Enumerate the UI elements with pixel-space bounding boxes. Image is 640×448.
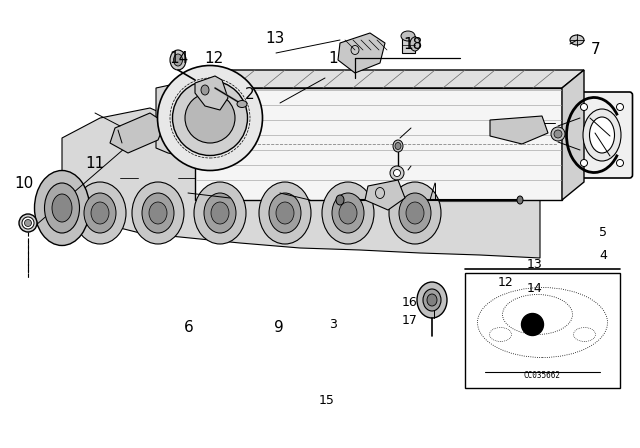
- Ellipse shape: [406, 202, 424, 224]
- Ellipse shape: [393, 140, 403, 152]
- Ellipse shape: [395, 142, 401, 150]
- Ellipse shape: [399, 193, 431, 233]
- Text: 14: 14: [527, 282, 542, 296]
- Text: 12: 12: [498, 276, 513, 289]
- Bar: [465, 273, 620, 388]
- Ellipse shape: [616, 103, 623, 111]
- Text: 13: 13: [527, 258, 542, 271]
- Ellipse shape: [616, 159, 623, 167]
- Ellipse shape: [132, 182, 184, 244]
- Ellipse shape: [401, 31, 415, 41]
- Ellipse shape: [410, 37, 420, 51]
- Text: 7: 7: [590, 42, 600, 57]
- Text: CC035662: CC035662: [524, 371, 561, 380]
- Ellipse shape: [394, 169, 401, 177]
- Ellipse shape: [322, 182, 374, 244]
- Ellipse shape: [423, 289, 441, 311]
- Ellipse shape: [417, 282, 447, 318]
- Polygon shape: [402, 36, 415, 53]
- Text: 6: 6: [184, 319, 194, 335]
- Text: 4: 4: [599, 249, 607, 262]
- Circle shape: [522, 314, 543, 336]
- Text: 14: 14: [170, 51, 189, 66]
- Text: 15: 15: [319, 394, 334, 408]
- Text: 1: 1: [328, 51, 338, 66]
- Text: 12: 12: [205, 51, 224, 66]
- FancyBboxPatch shape: [572, 92, 632, 178]
- Ellipse shape: [142, 193, 174, 233]
- Ellipse shape: [204, 193, 236, 233]
- Polygon shape: [110, 113, 165, 153]
- Polygon shape: [490, 116, 548, 144]
- Text: 5: 5: [599, 226, 607, 240]
- Ellipse shape: [259, 182, 311, 244]
- Ellipse shape: [390, 166, 404, 180]
- Ellipse shape: [570, 35, 584, 45]
- Text: 17: 17: [402, 314, 417, 327]
- Ellipse shape: [554, 130, 562, 138]
- Ellipse shape: [237, 100, 247, 108]
- Ellipse shape: [336, 195, 344, 205]
- Polygon shape: [195, 76, 228, 110]
- Ellipse shape: [84, 193, 116, 233]
- Polygon shape: [562, 70, 584, 200]
- Ellipse shape: [389, 182, 441, 244]
- Ellipse shape: [19, 214, 37, 232]
- Ellipse shape: [22, 217, 34, 229]
- Ellipse shape: [211, 202, 229, 224]
- Text: 16: 16: [402, 296, 417, 309]
- Ellipse shape: [91, 202, 109, 224]
- Ellipse shape: [173, 54, 182, 66]
- Ellipse shape: [517, 196, 523, 204]
- Ellipse shape: [427, 294, 437, 306]
- Ellipse shape: [24, 220, 31, 227]
- Ellipse shape: [583, 109, 621, 161]
- Ellipse shape: [580, 103, 588, 111]
- Ellipse shape: [194, 182, 246, 244]
- Ellipse shape: [332, 193, 364, 233]
- Ellipse shape: [45, 183, 79, 233]
- Ellipse shape: [173, 81, 248, 155]
- Ellipse shape: [269, 193, 301, 233]
- Ellipse shape: [201, 85, 209, 95]
- Text: 10: 10: [15, 176, 34, 191]
- Ellipse shape: [276, 202, 294, 224]
- Polygon shape: [338, 33, 385, 73]
- Text: 18: 18: [403, 37, 422, 52]
- Text: 3: 3: [329, 318, 337, 332]
- Ellipse shape: [149, 202, 167, 224]
- Ellipse shape: [157, 65, 262, 171]
- Polygon shape: [195, 70, 584, 88]
- Ellipse shape: [589, 117, 614, 153]
- Ellipse shape: [170, 50, 186, 70]
- Polygon shape: [195, 88, 562, 200]
- Polygon shape: [156, 85, 198, 158]
- Ellipse shape: [551, 127, 565, 141]
- Ellipse shape: [35, 171, 90, 246]
- Text: 13: 13: [266, 30, 285, 46]
- Polygon shape: [62, 108, 540, 258]
- Text: 9: 9: [273, 319, 284, 335]
- Ellipse shape: [339, 202, 357, 224]
- Ellipse shape: [52, 194, 72, 222]
- Polygon shape: [365, 180, 405, 210]
- Ellipse shape: [74, 182, 126, 244]
- Text: 2: 2: [244, 86, 255, 102]
- Text: 11: 11: [85, 156, 104, 171]
- Ellipse shape: [185, 93, 235, 143]
- Ellipse shape: [580, 159, 588, 167]
